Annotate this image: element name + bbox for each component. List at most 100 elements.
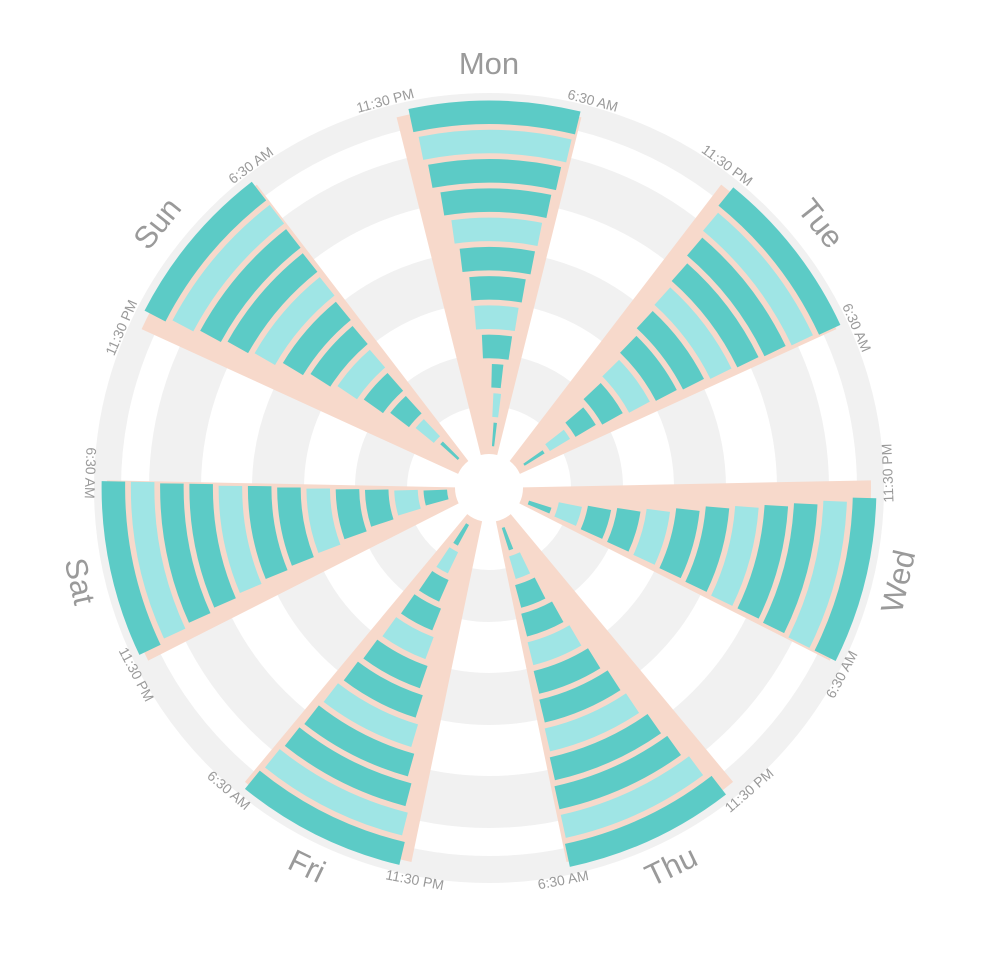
sleep-bar [200,229,301,342]
sleep-bar [459,246,536,275]
sleep-bar [544,693,640,752]
day-label: Fri [283,843,331,890]
sleep-bar [501,527,514,551]
sleep-bar [244,770,405,865]
sleep-bar [277,487,314,566]
sleep-bar [101,481,161,655]
sleep-bar [451,217,543,246]
sleep-bar [718,187,841,335]
sleep-bar [659,508,700,579]
sleep-bar [218,485,262,594]
sleep-bar [549,714,662,781]
sleep-bar [763,503,818,634]
sleep-bar [788,500,847,648]
sleep-bar [310,325,368,387]
sleep-bar [515,577,546,608]
sleep-bar [130,481,186,639]
day-sector-tue [509,184,841,474]
sleep-bar [390,395,422,428]
sleep-bar [523,450,545,466]
sleep-bar [400,594,441,631]
sleep-bar [282,301,351,376]
sleep-bar [554,502,582,526]
sleep-bar [306,488,341,554]
sleep-bar [564,775,726,867]
sleep-bar [633,508,671,565]
sleep-bar [474,305,519,332]
day-label: Sat [58,555,103,609]
day-sector-fri [244,514,483,865]
day-sector-mon [396,100,582,456]
center-hub [465,464,513,512]
sleep-bar [737,504,789,619]
sleep-bar [711,506,759,606]
sleep-bar [343,661,423,718]
sleep-bar [560,756,704,838]
sleep-bar [428,159,562,191]
sleep-bar [440,188,552,218]
sleep-bar [491,422,497,447]
sleep-bar [408,100,581,135]
sleep-bar [554,735,681,810]
sleep-bar [265,749,408,836]
sleep-bar [453,523,470,546]
day-label: Wed [874,547,922,616]
sleep-bar [580,505,612,539]
sleep-bar [620,335,677,401]
sleep-bar [545,429,571,452]
sleep-bar [364,489,394,527]
sleep-bar [814,497,877,662]
sleep-bar [469,276,526,303]
day-sector-sat [101,480,459,661]
sleep-bar [492,393,502,418]
sleep-bar [583,382,623,425]
sleep-bar [382,617,434,660]
time-label-end: 6:30 AM [82,447,100,499]
sleep-bar [436,547,459,574]
sleep-bar [172,204,285,332]
sleep-bar [304,705,415,777]
day-sector-wed [519,480,877,662]
sleep-bar [607,507,641,552]
sleep-bar [394,489,421,516]
sleep-bar [189,483,236,608]
sleep-bar [602,359,650,413]
time-label-start: 11:30 PM [878,443,896,502]
sleep-bar [335,489,367,540]
sleep-bar [685,506,730,592]
sleep-bar [254,277,335,365]
sleep-bar [337,349,386,400]
sleep-bar [654,287,732,379]
sleep-bar [687,237,786,357]
sleep-bar [323,683,419,747]
sleep-bar [527,500,552,514]
sleep-bar [247,485,288,580]
sleep-bar [363,373,404,414]
sleep-bar [284,727,412,807]
sleep-bar [671,263,759,368]
sleep-bar [423,489,449,506]
sleep-bar [703,212,813,346]
sleep-bar [160,483,211,623]
day-sectors [101,100,877,867]
sleep-bar [533,648,601,694]
sleep-bar [636,310,705,390]
day-sector-thu [495,514,734,867]
sleep-bar [418,129,572,163]
sleep-bar [565,407,596,437]
sleep-bar [227,253,318,354]
sleep-bar [418,570,449,602]
sleep-bar [415,419,441,443]
sleep-bar [509,552,531,579]
day-sector-sun [141,181,469,474]
sleep-bar [521,601,564,637]
sleep-bar [527,625,582,666]
sleep-bar [144,181,267,322]
sleep-bar [481,334,513,360]
day-label: Mon [459,46,519,81]
sleep-bar [539,670,621,723]
sleep-bar [363,639,428,689]
sleep-bar [440,441,460,460]
sleep-bar [491,363,504,389]
